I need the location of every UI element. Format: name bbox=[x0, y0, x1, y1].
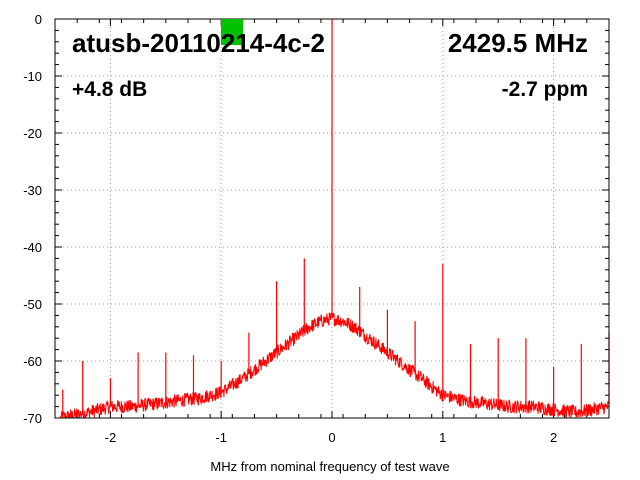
noise-floor-line bbox=[60, 311, 610, 419]
x-tick-label: 1 bbox=[439, 430, 446, 445]
y-tick-label: -10 bbox=[23, 69, 42, 84]
device-name-label: atusb-20110214-4c-2 bbox=[72, 28, 325, 58]
y-tick-label: -40 bbox=[23, 240, 42, 255]
x-axis-label: MHz from nominal frequency of test wave bbox=[210, 459, 449, 474]
ppm-offset-label: -2.7 ppm bbox=[502, 78, 588, 101]
x-tick-label: -2 bbox=[105, 430, 117, 445]
status-indicator-icon bbox=[221, 19, 243, 45]
x-tick-label: 0 bbox=[328, 430, 335, 445]
tick-labels: -2 -1 0 1 20-10-20-30-40-50-60-70 bbox=[23, 12, 557, 445]
x-tick-label: -1 bbox=[215, 430, 227, 445]
y-tick-label: -70 bbox=[23, 411, 42, 426]
spectrum-trace bbox=[60, 19, 610, 419]
gain-label: +4.8 dB bbox=[72, 78, 147, 101]
y-tick-label: -60 bbox=[23, 354, 42, 369]
x-tick-label: 2 bbox=[550, 430, 557, 445]
plot-border bbox=[54, 18, 610, 419]
y-tick-label: 0 bbox=[35, 12, 42, 27]
y-tick-label: -20 bbox=[23, 126, 42, 141]
y-tick-label: -50 bbox=[23, 297, 42, 312]
frequency-label: 2429.5 MHz bbox=[448, 28, 588, 58]
y-tick-label: -30 bbox=[23, 183, 42, 198]
